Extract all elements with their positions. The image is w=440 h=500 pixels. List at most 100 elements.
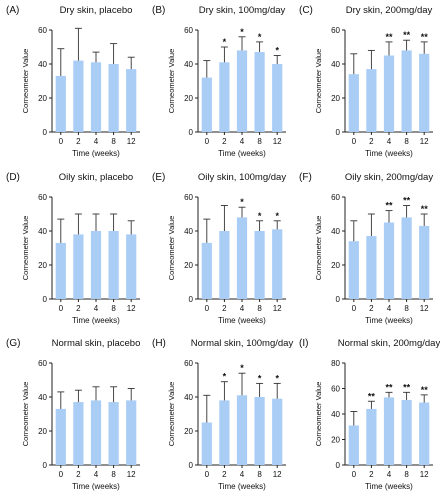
significance-marker: ** <box>421 204 429 214</box>
panel-title: Oily skin, 200mg/day <box>345 172 433 183</box>
bar <box>383 397 395 465</box>
x-tick-label: 2 <box>369 470 374 479</box>
significance-marker: * <box>275 46 279 56</box>
y-tick-label: 60 <box>38 193 47 202</box>
y-tick-label: 60 <box>331 26 340 35</box>
significance-marker: * <box>275 211 279 221</box>
y-tick-label: 20 <box>331 436 340 445</box>
x-tick-label: 4 <box>240 304 245 313</box>
y-tick-label: 20 <box>184 261 193 270</box>
bar <box>55 408 66 465</box>
significance-marker: ** <box>385 32 393 42</box>
bar <box>236 217 248 299</box>
bar <box>254 52 265 132</box>
bar <box>383 55 395 132</box>
y-axis-label: Corneometer Value <box>314 216 323 280</box>
significance-marker: ** <box>421 385 429 395</box>
y-axis-label: Corneometer Value <box>21 382 30 446</box>
bar <box>219 400 230 465</box>
x-axis-label: Time (weeks) <box>365 316 413 325</box>
chart-panel: (D) Oily skin, placebo 0 20 40 60 0 2 4 8 12 Corneo… <box>6 172 140 325</box>
significance-marker: * <box>258 32 262 42</box>
x-tick-label: 12 <box>420 470 429 479</box>
bar <box>348 74 359 132</box>
x-axis-label: Time (weeks) <box>365 149 413 158</box>
x-tick-label: 2 <box>369 137 374 146</box>
bar <box>201 422 212 465</box>
panel-title: Normal skin, placebo <box>52 338 141 349</box>
x-axis-label: Time (weeks) <box>218 316 266 325</box>
y-tick-label: 20 <box>331 261 340 270</box>
x-tick-label: 8 <box>111 304 116 313</box>
x-tick-label: 2 <box>76 137 81 146</box>
x-tick-label: 0 <box>59 470 64 479</box>
x-axis-label: Time (weeks) <box>218 482 266 491</box>
y-axis-label: Corneometer Value <box>21 49 30 113</box>
bar <box>272 398 283 465</box>
x-tick-label: 2 <box>369 304 374 313</box>
x-tick-label: 8 <box>404 470 409 479</box>
panel-letter: (H) <box>152 338 166 349</box>
x-axis-label: Time (weeks) <box>72 482 120 491</box>
x-tick-label: 0 <box>205 470 210 479</box>
x-tick-label: 4 <box>94 304 99 313</box>
x-tick-label: 4 <box>94 470 99 479</box>
y-tick-label: 60 <box>331 385 340 394</box>
significance-marker: * <box>275 373 279 383</box>
significance-marker: ** <box>421 32 429 42</box>
x-tick-label: 0 <box>59 137 64 146</box>
bar <box>366 69 377 132</box>
panel-letter: (B) <box>152 5 165 16</box>
bar <box>366 408 377 465</box>
x-tick-label: 8 <box>111 470 116 479</box>
y-axis-label: Corneometer Value <box>314 382 323 446</box>
significance-marker: * <box>240 27 244 37</box>
y-axis-label: Corneometer Value <box>314 49 323 113</box>
chart-panel: (B) Dry skin, 100mg/day 0 20 40 60 0 * 2 * 4 * 8 * 12 C… <box>152 5 286 158</box>
panel-title: Normal skin, 100mg/day <box>191 338 294 349</box>
y-tick-label: 20 <box>331 94 340 103</box>
x-tick-label: 2 <box>76 304 81 313</box>
y-tick-label: 60 <box>331 193 340 202</box>
y-tick-label: 40 <box>184 60 193 69</box>
panel-title: Oily skin, placebo <box>59 172 133 183</box>
bar <box>254 231 265 299</box>
y-axis-label: Corneometer Value <box>167 382 176 446</box>
y-tick-label: 60 <box>38 359 47 368</box>
x-tick-label: 12 <box>127 304 136 313</box>
x-tick-label: 12 <box>273 304 282 313</box>
x-tick-label: 2 <box>222 137 227 146</box>
bar <box>126 69 137 132</box>
x-tick-label: 2 <box>222 304 227 313</box>
y-axis-label: Corneometer Value <box>167 49 176 113</box>
significance-marker: * <box>258 373 262 383</box>
bar <box>401 399 412 465</box>
significance-marker: * <box>240 363 244 373</box>
bar <box>108 402 119 465</box>
significance-marker: ** <box>385 201 393 211</box>
bar <box>73 234 84 299</box>
bar <box>419 402 430 465</box>
bar <box>219 231 230 299</box>
significance-marker: ** <box>403 382 411 392</box>
chart-panel: (A) Dry skin, placebo 0 20 40 60 0 2 4 8 12 Corneom… <box>6 5 140 158</box>
y-tick-label: 0 <box>43 295 48 304</box>
x-tick-label: 0 <box>59 304 64 313</box>
y-tick-label: 40 <box>331 60 340 69</box>
y-axis-label: Corneometer Value <box>167 216 176 280</box>
bar <box>401 217 412 299</box>
x-tick-label: 8 <box>404 137 409 146</box>
x-tick-label: 0 <box>205 137 210 146</box>
x-tick-label: 4 <box>387 137 392 146</box>
bar <box>126 400 137 465</box>
y-tick-label: 40 <box>38 227 47 236</box>
significance-marker: ** <box>368 391 376 401</box>
x-tick-label: 8 <box>257 470 262 479</box>
x-tick-label: 12 <box>420 304 429 313</box>
x-tick-label: 12 <box>127 137 136 146</box>
panel-letter: (C) <box>299 5 313 16</box>
y-tick-label: 0 <box>43 461 48 470</box>
x-tick-label: 12 <box>420 137 429 146</box>
significance-marker: * <box>240 197 244 207</box>
